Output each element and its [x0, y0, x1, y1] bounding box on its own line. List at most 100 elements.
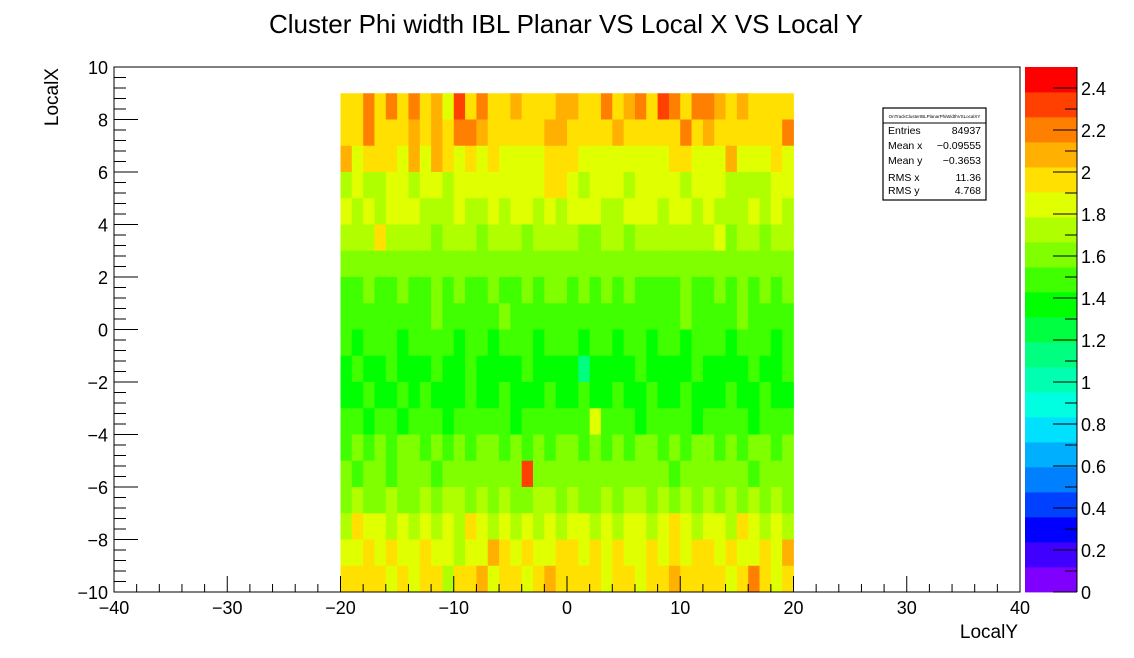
heatmap-cell: [668, 250, 681, 278]
heatmap-cell: [646, 434, 658, 462]
heatmap-cell: [374, 303, 387, 330]
heatmap-cell: [555, 172, 568, 199]
heatmap-cell: [544, 382, 557, 409]
heatmap-cell: [589, 487, 602, 514]
heatmap-cell: [702, 119, 715, 147]
heatmap-cell: [521, 513, 534, 540]
heatmap-cell: [385, 382, 398, 409]
heatmap-cell: [487, 172, 500, 199]
heatmap-cell: [759, 565, 772, 593]
heatmap-cell: [363, 277, 375, 304]
heatmap-cell: [612, 355, 625, 383]
heatmap-cell: [691, 460, 704, 488]
heatmap-cell: [476, 172, 489, 199]
color-scale-segment: [1025, 517, 1077, 543]
heatmap-cell: [555, 93, 568, 120]
heatmap-cell: [736, 198, 749, 225]
heatmap-cell: [600, 198, 613, 225]
heatmap-cell: [612, 408, 625, 435]
heatmap-cell: [431, 329, 443, 357]
heatmap-cell: [453, 355, 466, 383]
heatmap-cell: [521, 408, 534, 435]
heatmap-cell: [408, 382, 421, 409]
heatmap-cell: [431, 93, 443, 120]
heatmap-cell: [691, 539, 704, 567]
heatmap-cell: [770, 198, 783, 225]
heatmap-cell: [510, 355, 523, 383]
heatmap-cell: [680, 408, 692, 435]
heatmap-cell: [351, 303, 364, 330]
heatmap-cell: [453, 460, 466, 488]
heatmap-cell: [725, 224, 738, 252]
heatmap-cell: [397, 565, 409, 593]
heatmap-cell: [589, 119, 602, 147]
heatmap-cell: [680, 329, 692, 357]
heatmap-cell: [510, 539, 523, 567]
heatmap-cell: [657, 513, 670, 540]
heatmap-cell: [736, 513, 749, 540]
stats-value: −0.09555: [937, 140, 981, 152]
heatmap-cell: [487, 277, 500, 304]
heatmap-cell: [623, 250, 636, 278]
heatmap-cell: [702, 303, 715, 330]
heatmap-cell: [499, 487, 511, 514]
heatmap-cell: [363, 408, 375, 435]
heatmap-cell: [782, 513, 794, 540]
heatmap-cell: [714, 382, 726, 409]
heatmap-cell: [555, 382, 568, 409]
heatmap-cell: [725, 382, 738, 409]
heatmap-cell: [612, 172, 625, 199]
heatmap-cell: [521, 539, 534, 567]
heatmap-cell: [544, 355, 557, 383]
heatmap-cell: [533, 277, 545, 304]
heatmap-cell: [725, 434, 738, 462]
heatmap-cell: [759, 434, 772, 462]
heatmap-cell: [499, 119, 511, 147]
heatmap-cell: [408, 303, 421, 330]
heatmap-cell: [487, 460, 500, 488]
heatmap-cell: [578, 408, 591, 435]
heatmap-cell: [702, 355, 715, 383]
heatmap-cell: [657, 145, 670, 173]
heatmap-cell: [419, 119, 432, 147]
heatmap-cell: [419, 329, 432, 357]
heatmap-cell: [668, 460, 681, 488]
heatmap-cell: [759, 119, 772, 147]
heatmap-cell: [782, 382, 794, 409]
heatmap-cell: [612, 382, 625, 409]
y-tick-label: −4: [87, 426, 108, 446]
heatmap-cell: [453, 198, 466, 225]
heatmap-cell: [385, 250, 398, 278]
heatmap-cell: [385, 198, 398, 225]
heatmap-cell: [374, 434, 387, 462]
heatmap-cell: [589, 198, 602, 225]
heatmap-cell: [431, 565, 443, 593]
heatmap-cell: [725, 172, 738, 199]
heatmap-cell: [623, 119, 636, 147]
heatmap-cell: [680, 224, 692, 252]
heatmap-cell: [782, 460, 794, 488]
heatmap-cell: [544, 198, 557, 225]
heatmap-cell: [397, 145, 409, 173]
color-scale-tick-label: 0.6: [1081, 457, 1106, 477]
heatmap-cell: [702, 513, 715, 540]
heatmap-cell: [634, 119, 647, 147]
heatmap-cell: [465, 250, 477, 278]
heatmap-cell: [555, 355, 568, 383]
heatmap-cell: [351, 172, 364, 199]
heatmap-cell: [578, 329, 591, 357]
heatmap-cell: [748, 487, 760, 514]
heatmap-cell: [714, 329, 726, 357]
heatmap-cell: [363, 513, 375, 540]
heatmap-cell: [555, 565, 568, 593]
heatmap-cell: [442, 303, 455, 330]
heatmap-cell: [397, 539, 409, 567]
heatmap-cell: [736, 172, 749, 199]
heatmap-cell: [612, 539, 625, 567]
heatmap-cell: [555, 460, 568, 488]
heatmap-cell: [510, 277, 523, 304]
color-scale-segment: [1025, 267, 1077, 293]
heatmap-cell: [770, 119, 783, 147]
heatmap-cell: [668, 408, 681, 435]
heatmap-cell: [533, 198, 545, 225]
